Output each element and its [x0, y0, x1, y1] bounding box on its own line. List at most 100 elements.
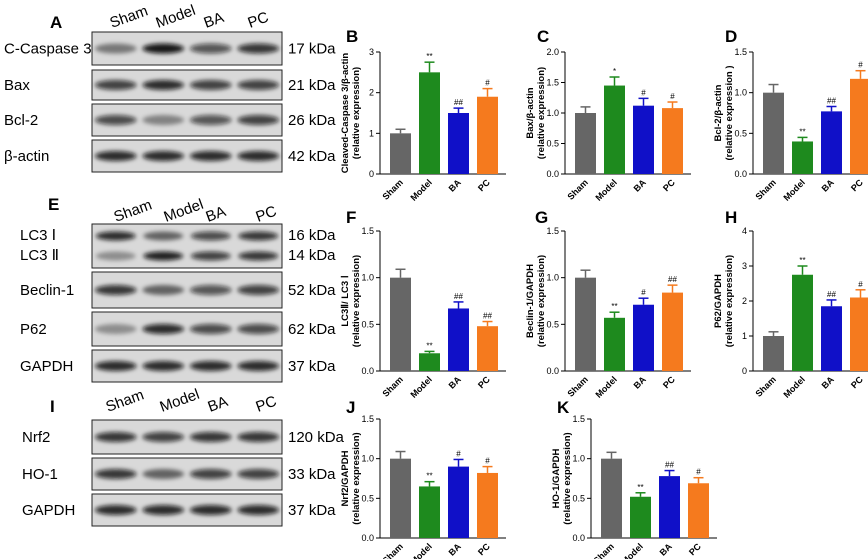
bar-chart-F: F 0.0 0.5 1.0 1.5 LC3Ⅱ/ LC3 Ⅰ (relative expres… [340, 208, 506, 400]
significance-mark: ## [668, 275, 677, 284]
molecular-weight: 37 kDa [288, 358, 336, 375]
protein-band [189, 324, 232, 334]
protein-label: P62 [20, 321, 47, 338]
blot-row: β-actin 42 kDa [4, 139, 336, 173]
significance-mark: # [641, 88, 646, 97]
significance-mark: ** [611, 302, 617, 311]
bar-model [419, 486, 440, 538]
lane-label: PC [254, 393, 280, 416]
panel-letter: C [537, 27, 549, 46]
molecular-weight: 42 kDa [288, 148, 336, 165]
significance-mark: ## [454, 292, 463, 301]
y-tick-label: 0.5 [546, 139, 559, 149]
molecular-weight: 37 kDa [288, 502, 336, 519]
protein-label: HO-1 [22, 466, 58, 483]
y-axis-subtitle: (relative expression) [536, 255, 547, 347]
y-tick-label: 0.0 [734, 169, 747, 179]
protein-band [237, 324, 280, 334]
x-tick-label: BA [447, 177, 464, 194]
significance-mark: ** [426, 341, 432, 350]
x-tick-label: Sham [754, 177, 778, 201]
bar-chart-G: G 0.0 0.5 1.0 1.5 Beclin-1/GAPDH (relative exp… [525, 208, 691, 400]
y-axis-subtitle: (relative expression) [536, 67, 547, 159]
lane-label: BA [206, 393, 231, 416]
blot-row: Bcl-2 26 kDa [4, 103, 336, 137]
significance-mark: ## [483, 312, 492, 321]
y-tick-label: 3 [369, 47, 374, 57]
protein-band [189, 361, 232, 371]
significance-mark: ** [799, 127, 805, 136]
x-tick-label: Sham [381, 541, 405, 559]
molecular-weight: 26 kDa [288, 112, 336, 129]
protein-band [237, 115, 280, 125]
panel-letter: G [535, 208, 548, 227]
blot-row: Nrf2 120 kDa [22, 419, 345, 455]
protein-band [142, 324, 185, 334]
panel-letter: E [48, 195, 59, 214]
y-axis-subtitle: (relative expression) [724, 255, 735, 347]
significance-mark: # [485, 79, 490, 88]
protein-band [94, 80, 137, 90]
protein-band [189, 43, 232, 54]
lane-label: Model [162, 196, 206, 226]
molecular-weight: 120 kDa [288, 429, 345, 446]
x-tick-label: Sham [566, 374, 590, 398]
protein-band [142, 469, 185, 479]
protein-band [143, 231, 184, 241]
y-axis-title: Bax/β-actin [525, 87, 536, 138]
protein-band [94, 505, 137, 515]
bar-chart-B: B 0 1 2 3 Cleaved-Caspase 3/β-actin (relative … [340, 27, 506, 203]
protein-band [142, 361, 185, 371]
bar-model [630, 496, 651, 538]
bar-sham [763, 92, 784, 174]
y-axis-title: Beclin-1/GAPDH [525, 264, 536, 338]
y-tick-label: 0.0 [546, 366, 559, 376]
protein-band [189, 80, 232, 90]
y-tick-label: 1.0 [546, 273, 559, 283]
molecular-weight: 17 kDa [288, 41, 336, 58]
bar-model [604, 317, 625, 371]
protein-band [143, 251, 184, 261]
bar-ba [448, 308, 469, 371]
x-tick-label: Model [593, 374, 618, 399]
significance-mark: ## [665, 461, 674, 470]
protein-band [190, 231, 231, 241]
panel-letter: A [50, 13, 62, 32]
protein-label: LC3 Ⅰ [20, 227, 56, 244]
bar-chart-H: H 0 1 2 3 4 P62/GAPDH (relative expression) Sham… [713, 208, 868, 400]
protein-label: C-Caspase 3 [4, 41, 92, 58]
panel-letter: K [557, 398, 570, 417]
lane-label: Sham [112, 196, 155, 225]
significance-mark: ** [799, 256, 805, 265]
y-tick-label: 2 [369, 88, 374, 98]
significance-mark: ** [426, 52, 432, 61]
x-tick-label: Model [408, 177, 433, 202]
y-tick-label: 1.5 [361, 226, 374, 236]
y-axis-subtitle: (relative expression) [351, 67, 362, 159]
bar-sham [763, 336, 784, 371]
protein-band [142, 285, 185, 295]
y-tick-label: 1.0 [572, 454, 585, 464]
lane-label: PC [254, 203, 280, 226]
panel-letter: D [725, 27, 737, 46]
protein-label: Nrf2 [22, 429, 50, 446]
x-tick-label: Sham [381, 177, 405, 201]
bar-ba [448, 113, 469, 174]
y-tick-label: 0 [369, 169, 374, 179]
molecular-weight: 14 kDa [288, 247, 336, 264]
y-tick-label: 0.0 [572, 533, 585, 543]
x-tick-label: PC [476, 541, 492, 557]
bar-pc [477, 326, 498, 371]
western-blot-A: A Sham Model BA PC C-Caspase 3 17 kDa Bax 21 kDa… [4, 2, 336, 173]
y-tick-label: 1.0 [361, 273, 374, 283]
lane-label: Sham [108, 2, 151, 31]
lane-label: PC [246, 9, 272, 32]
x-tick-label: PC [661, 374, 677, 390]
x-tick-label: BA [447, 541, 464, 558]
blot-row: GAPDH 37 kDa [20, 349, 336, 383]
protein-band [237, 361, 280, 371]
y-tick-label: 0.5 [361, 493, 374, 503]
protein-band [95, 231, 136, 241]
x-tick-label: Model [593, 177, 618, 202]
y-tick-label: 2 [742, 296, 747, 306]
